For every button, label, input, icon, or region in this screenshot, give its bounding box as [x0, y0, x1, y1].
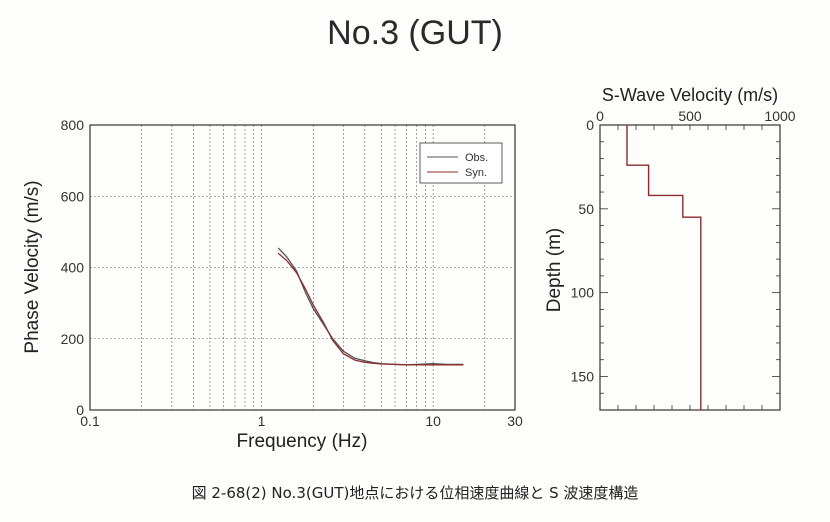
- x-tick-label: 1: [258, 413, 266, 429]
- depth-axis-label: Depth (m): [544, 228, 565, 312]
- right-tick-labels: 0 500 1000 0 50 100 150: [571, 108, 796, 384]
- y-tick-label: 600: [61, 188, 85, 204]
- series-line-syn: [277, 252, 464, 366]
- left-plot-frame: [89, 124, 516, 411]
- legend-label-obs: Obs.: [465, 152, 488, 164]
- y-axis-label: Phase Velocity (m/s): [22, 180, 43, 353]
- legend-box: [419, 142, 503, 184]
- depth-tick-label: 150: [571, 368, 595, 384]
- velocity-profile: [626, 125, 702, 410]
- legend-label-syn: Syn.: [465, 167, 487, 179]
- depth-tick-label: 0: [586, 117, 594, 133]
- depth-tick-label: 50: [578, 201, 594, 217]
- y-tick-label: 200: [61, 331, 85, 347]
- x-tick-label: 30: [507, 413, 523, 429]
- left-grid: [90, 125, 515, 410]
- figure-caption: 図 2-68(2) No.3(GUT)地点における位相速度曲線と S 波速度構造: [191, 484, 639, 502]
- velocity-tick-label: 0: [596, 108, 604, 124]
- x-axis-label: Frequency (Hz): [237, 431, 368, 452]
- chart-title: No.3 (GUT): [327, 14, 503, 52]
- x-tick-label: 10: [425, 413, 441, 429]
- legend: Obs. Syn.: [419, 142, 503, 184]
- left-series: [277, 247, 464, 366]
- series-line-obs: [277, 247, 464, 366]
- y-tick-label: 400: [61, 260, 85, 276]
- velocity-tick-label: 1000: [764, 108, 795, 124]
- right-grid: [600, 125, 780, 410]
- x-tick-label: 0.1: [80, 413, 100, 429]
- left-tick-labels: 0.1 1 10 30 0 200 400 600 800: [61, 117, 523, 429]
- depth-tick-label: 100: [571, 285, 595, 301]
- right-chart-title: S-Wave Velocity (m/s): [602, 85, 778, 105]
- phase-velocity-chart: 0.1 1 10 30 0 200 400 600 800 Obs. Syn. Frequenc…: [22, 117, 523, 452]
- y-tick-label: 0: [76, 402, 84, 418]
- y-tick-label: 800: [61, 117, 85, 133]
- right-plot-frame: [599, 124, 781, 411]
- velocity-tick-label: 500: [678, 108, 702, 124]
- velocity-step-line: [626, 125, 702, 410]
